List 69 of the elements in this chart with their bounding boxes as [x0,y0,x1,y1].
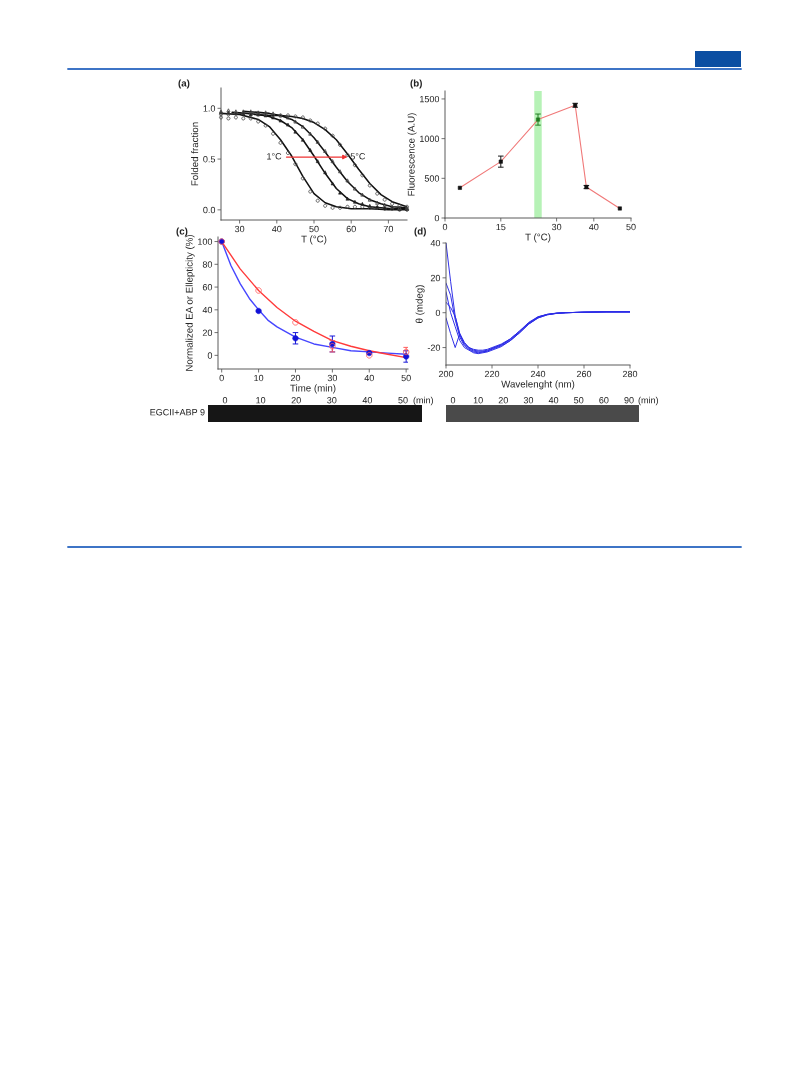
text: 50 [398,397,408,404]
text: 60 [599,397,609,404]
text: 10 [256,397,266,404]
y-tick-label: 60 [202,284,213,291]
x-tick-label: 30 [234,225,245,233]
y-tick-label: 40 [202,306,213,314]
x-tick-label: 280 [622,370,638,378]
text: 10 [473,397,483,404]
text: 0 [222,397,228,404]
x-tick-label: 200 [438,370,454,378]
x-tick-label: 50 [626,223,636,231]
y-tick-label: 500 [424,175,440,182]
y-axis-title: Normalized EA or Ellepticity (%) [185,234,195,371]
x-tick-label: 0 [442,223,448,231]
x-tick-label: 60 [346,225,356,233]
text: 20 [291,397,301,404]
text: 90 [624,397,634,404]
x-axis-title: T (°C) [301,235,327,245]
y-tick-label: 0.5 [203,156,216,163]
x-tick-label: 40 [588,223,599,231]
y-tick-label: 1500 [420,95,440,103]
y-tick-label: 0 [434,214,440,222]
annotation: 1°C [267,153,282,160]
text: (min) [413,396,433,406]
annotation: 5°C [350,153,366,160]
x-axis-title: Time (min) [290,384,336,394]
text: (min) [638,396,658,406]
chart-title: (c) [176,227,188,237]
x-axis-title: Wavelenght (nm) [501,380,575,390]
y-tick-label: 100 [198,238,213,245]
x-tick-label: 15 [496,223,506,231]
y-tick-label: 1000 [420,135,440,142]
x-tick-label: 30 [551,223,562,231]
x-axis-title: T (°C) [525,233,551,243]
y-tick-label: 1.0 [203,105,216,112]
text: EGCII+ABP 9 [150,409,205,416]
text: 50 [574,397,584,404]
y-axis-title: Fluorescence (A.U) [407,113,417,196]
y-tick-label: 0 [435,309,441,317]
chart-title: (a) [178,79,190,89]
x-tick-label: 0 [219,374,224,382]
y-tick-label: 0.0 [203,206,216,214]
chart-title: (d) [414,227,426,237]
y-tick-label: 0 [207,352,213,359]
x-tick-label: 10 [254,374,264,382]
x-tick-label: 50 [309,225,319,233]
y-axis-title: Folded fraction [191,122,199,186]
x-tick-label: 70 [383,225,394,233]
x-tick-label: 30 [327,374,338,382]
y-tick-label: 40 [430,239,441,247]
text: 0 [450,397,456,404]
y-tick-label: 80 [202,261,213,268]
text: 20 [498,397,508,404]
x-tick-label: 220 [484,370,500,378]
text: 40 [548,397,559,404]
text: 30 [327,397,337,404]
text: 40 [362,397,373,404]
x-tick-label: 40 [364,374,374,382]
x-tick-label: 20 [290,374,301,382]
chart-title: (b) [410,79,422,89]
x-tick-label: 40 [271,225,282,233]
y-tick-label: 20 [202,329,213,336]
y-tick-label: -20 [427,344,441,351]
y-tick-label: 20 [430,274,441,282]
text: 30 [523,397,534,404]
y-axis-title: θ (mdeg) [415,285,425,323]
x-tick-label: 260 [576,370,592,378]
x-tick-label: 240 [530,370,546,378]
x-tick-label: 50 [401,374,411,382]
